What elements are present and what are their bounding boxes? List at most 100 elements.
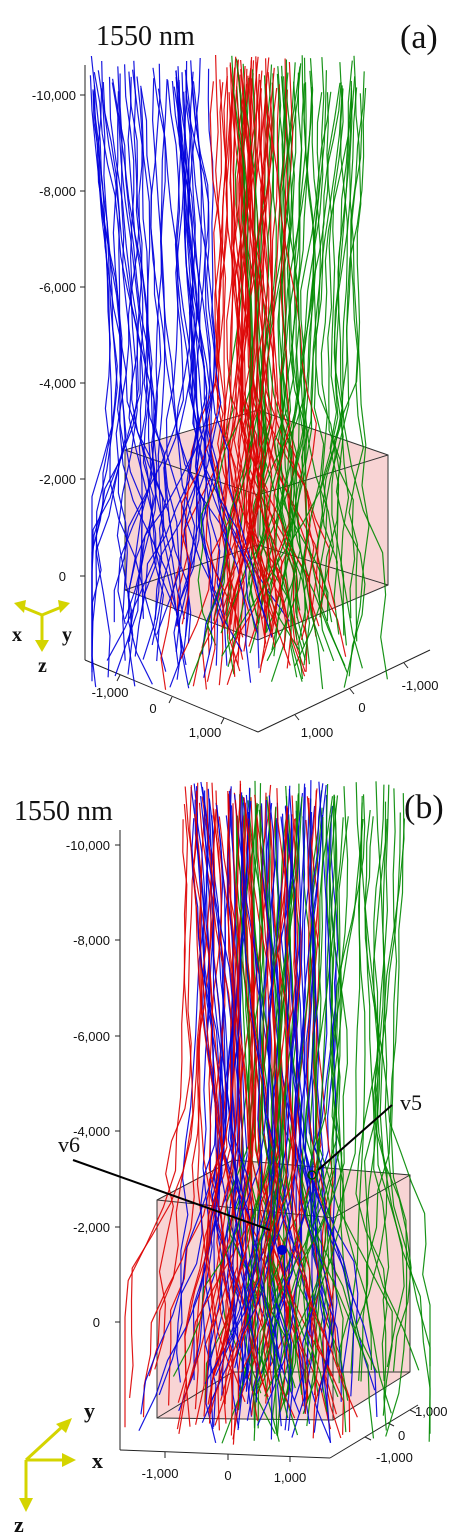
streamline bbox=[220, 58, 314, 634]
streamline bbox=[252, 813, 290, 1392]
streamline bbox=[227, 67, 275, 634]
streamline bbox=[355, 818, 388, 1382]
streamline bbox=[340, 87, 367, 669]
z-tick-label: -2,000 bbox=[39, 472, 76, 487]
axis-triad-a: x y z bbox=[12, 600, 72, 677]
streamline bbox=[335, 816, 372, 1371]
streamline bbox=[273, 61, 306, 677]
streamline bbox=[176, 781, 223, 1430]
streamline bbox=[174, 66, 200, 637]
streamline bbox=[151, 78, 187, 666]
streamline bbox=[192, 790, 234, 1410]
triad-y-label: y bbox=[84, 1398, 95, 1423]
streamline bbox=[148, 819, 194, 1377]
streamline bbox=[253, 92, 281, 637]
streamline bbox=[181, 79, 228, 625]
panel-b: -10,000 -8,000 -6,000 -4,000 -2,000 0 -1… bbox=[14, 780, 448, 1536]
z-tick-label: 0 bbox=[59, 569, 66, 584]
z-tick-label: -8,000 bbox=[39, 184, 76, 199]
streamline bbox=[129, 814, 202, 1398]
streamline bbox=[269, 812, 337, 1415]
streamline bbox=[313, 815, 339, 1419]
streamline bbox=[227, 65, 291, 666]
streamline bbox=[209, 786, 246, 1404]
wavelength-label-a: 1550 nm bbox=[96, 21, 195, 52]
streamline bbox=[201, 800, 252, 1427]
streamline bbox=[379, 793, 431, 1434]
streamline bbox=[108, 76, 138, 661]
streamline bbox=[101, 60, 167, 672]
y-tick-label: -1,000 bbox=[376, 1450, 413, 1465]
streamline bbox=[360, 795, 381, 1382]
streamline bbox=[205, 81, 241, 672]
streamline bbox=[184, 786, 234, 1424]
panel-label-b: (b) bbox=[404, 789, 444, 826]
streamline bbox=[142, 818, 216, 1418]
streamline bbox=[128, 71, 181, 627]
z-tick-label: 0 bbox=[93, 1315, 100, 1330]
streamline bbox=[290, 783, 344, 1393]
y-axis-b bbox=[329, 1404, 419, 1459]
streamline bbox=[91, 85, 111, 667]
v6-leader-line bbox=[72, 1159, 271, 1231]
streamline bbox=[283, 76, 324, 690]
streamline bbox=[124, 64, 176, 611]
streamline bbox=[237, 68, 292, 669]
streamline bbox=[364, 816, 431, 1367]
streamline bbox=[306, 808, 341, 1427]
streamline bbox=[124, 804, 189, 1428]
streamline bbox=[175, 70, 208, 652]
z-tick-label: -4,000 bbox=[73, 1124, 110, 1139]
streamline bbox=[242, 92, 276, 648]
streamline bbox=[139, 91, 199, 620]
streamline bbox=[152, 67, 219, 666]
streamline bbox=[301, 55, 335, 617]
v6-marker bbox=[277, 1245, 287, 1255]
streamline bbox=[97, 70, 183, 680]
streamline bbox=[227, 62, 296, 668]
y-tick-label: 1,000 bbox=[301, 725, 334, 740]
streamline bbox=[372, 801, 405, 1368]
z-tick-label: -10,000 bbox=[66, 838, 110, 853]
streamline bbox=[197, 810, 230, 1431]
triad-y-label: y bbox=[62, 624, 72, 646]
streamline bbox=[191, 77, 266, 619]
streamline bbox=[244, 802, 332, 1377]
streamline bbox=[337, 88, 388, 680]
v5-label: v5 bbox=[400, 1090, 422, 1115]
x-tick-label: 0 bbox=[224, 1468, 231, 1483]
streamline bbox=[333, 60, 353, 646]
streamline bbox=[343, 80, 370, 688]
streamline bbox=[331, 786, 378, 1374]
streamline bbox=[218, 816, 269, 1398]
streamline bbox=[228, 73, 276, 664]
z-tick-label: -6,000 bbox=[73, 1029, 110, 1044]
v5-leader-line bbox=[317, 1104, 393, 1171]
z-tick-label: -10,000 bbox=[32, 88, 76, 103]
z-tick-label: -2,000 bbox=[73, 1220, 110, 1235]
z-tick-label: -8,000 bbox=[73, 933, 110, 948]
triad-x-label: x bbox=[12, 624, 22, 646]
streamline bbox=[111, 82, 153, 675]
streamline bbox=[264, 796, 349, 1397]
streamline bbox=[348, 93, 364, 642]
y-tick-label: 1,000 bbox=[415, 1404, 448, 1419]
streamline bbox=[91, 76, 144, 616]
streamline bbox=[326, 92, 366, 677]
streamline bbox=[235, 89, 269, 673]
x-tick-label: -1,000 bbox=[142, 1466, 179, 1481]
streamline bbox=[294, 85, 344, 667]
x-tick-label: 1,000 bbox=[189, 725, 222, 740]
x-axis-a bbox=[84, 659, 259, 733]
streamline bbox=[329, 782, 362, 1401]
streamline bbox=[240, 795, 299, 1373]
streamline bbox=[232, 803, 309, 1415]
streamline bbox=[172, 815, 252, 1377]
streamline bbox=[273, 86, 313, 657]
streamline bbox=[154, 782, 199, 1370]
z-tick-label: -4,000 bbox=[39, 376, 76, 391]
streamline bbox=[283, 795, 339, 1404]
streamline bbox=[273, 787, 311, 1424]
streamline bbox=[252, 788, 289, 1395]
streamline bbox=[140, 85, 214, 678]
